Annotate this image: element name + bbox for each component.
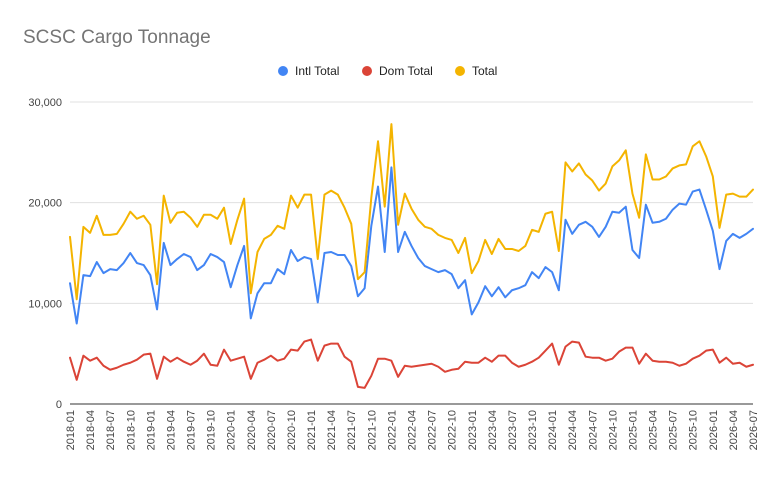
x-tick-label: 2025-10 bbox=[688, 410, 700, 450]
y-tick-label: 0 bbox=[56, 399, 62, 411]
chart-title: SCSC Cargo Tonnage bbox=[23, 27, 211, 48]
x-tick-label: 2018-01 bbox=[65, 410, 77, 450]
x-tick-label: 2019-07 bbox=[186, 410, 198, 450]
legend-label-dom: Dom Total bbox=[379, 64, 433, 78]
y-tick-label: 30,000 bbox=[28, 97, 62, 109]
x-tick-label: 2022-10 bbox=[447, 410, 459, 450]
x-tick-label: 2023-10 bbox=[527, 410, 539, 450]
x-tick-label: 2026-01 bbox=[708, 410, 720, 450]
x-axis: 2018-01 2018-04 2018-07 2018-10 2019-01 2019-… bbox=[65, 410, 760, 450]
plot-area bbox=[69, 123, 754, 389]
x-tick-label: 2025-04 bbox=[648, 410, 660, 450]
x-tick-label: 2024-07 bbox=[587, 410, 599, 450]
x-tick-label: 2019-01 bbox=[145, 410, 157, 450]
x-tick-label: 2026-04 bbox=[728, 410, 740, 450]
series-line-total bbox=[69, 123, 754, 301]
x-tick-label: 2024-04 bbox=[567, 410, 579, 450]
legend-label-intl: Intl Total bbox=[295, 64, 339, 78]
x-tick-label: 2018-10 bbox=[125, 410, 137, 450]
x-tick-label: 2025-01 bbox=[627, 410, 639, 450]
x-tick-label: 2021-01 bbox=[306, 410, 318, 450]
legend-marker-dom bbox=[362, 66, 372, 76]
legend: Intl Total Dom Total Total bbox=[278, 64, 497, 78]
x-tick-label: 2021-10 bbox=[366, 410, 378, 450]
gridlines bbox=[70, 101, 753, 405]
series-line-intl-total bbox=[69, 166, 754, 325]
x-tick-label: 2019-10 bbox=[206, 410, 218, 450]
x-tick-label: 2018-04 bbox=[85, 410, 97, 450]
x-tick-label: 2021-07 bbox=[346, 410, 358, 450]
x-tick-label: 2023-01 bbox=[467, 410, 479, 450]
legend-marker-total bbox=[455, 66, 465, 76]
legend-label-total: Total bbox=[472, 64, 497, 78]
legend-marker-intl bbox=[278, 66, 288, 76]
x-tick-label: 2022-01 bbox=[386, 410, 398, 450]
y-tick-label: 10,000 bbox=[28, 298, 62, 310]
x-tick-label: 2020-10 bbox=[286, 410, 298, 450]
x-tick-label: 2023-07 bbox=[507, 410, 519, 450]
x-tick-label: 2021-04 bbox=[326, 410, 338, 450]
y-tick-label: 20,000 bbox=[28, 198, 62, 210]
x-tick-label: 2024-10 bbox=[607, 410, 619, 450]
x-tick-label: 2020-04 bbox=[246, 410, 258, 450]
x-tick-label: 2020-01 bbox=[226, 410, 238, 450]
series-line-dom-total bbox=[69, 338, 754, 389]
x-tick-label: 2020-07 bbox=[266, 410, 278, 450]
x-tick-label: 2026-07 bbox=[748, 410, 760, 450]
x-tick-label: 2022-04 bbox=[407, 410, 419, 450]
x-tick-label: 2019-04 bbox=[165, 410, 177, 450]
x-tick-label: 2022-07 bbox=[427, 410, 439, 450]
x-tick-label: 2025-07 bbox=[668, 410, 680, 450]
x-tick-label: 2024-01 bbox=[547, 410, 559, 450]
y-axis: 0 10,000 20,000 30,000 bbox=[28, 97, 62, 411]
x-tick-label: 2023-04 bbox=[487, 410, 499, 450]
x-tick-label: 2018-07 bbox=[105, 410, 117, 450]
